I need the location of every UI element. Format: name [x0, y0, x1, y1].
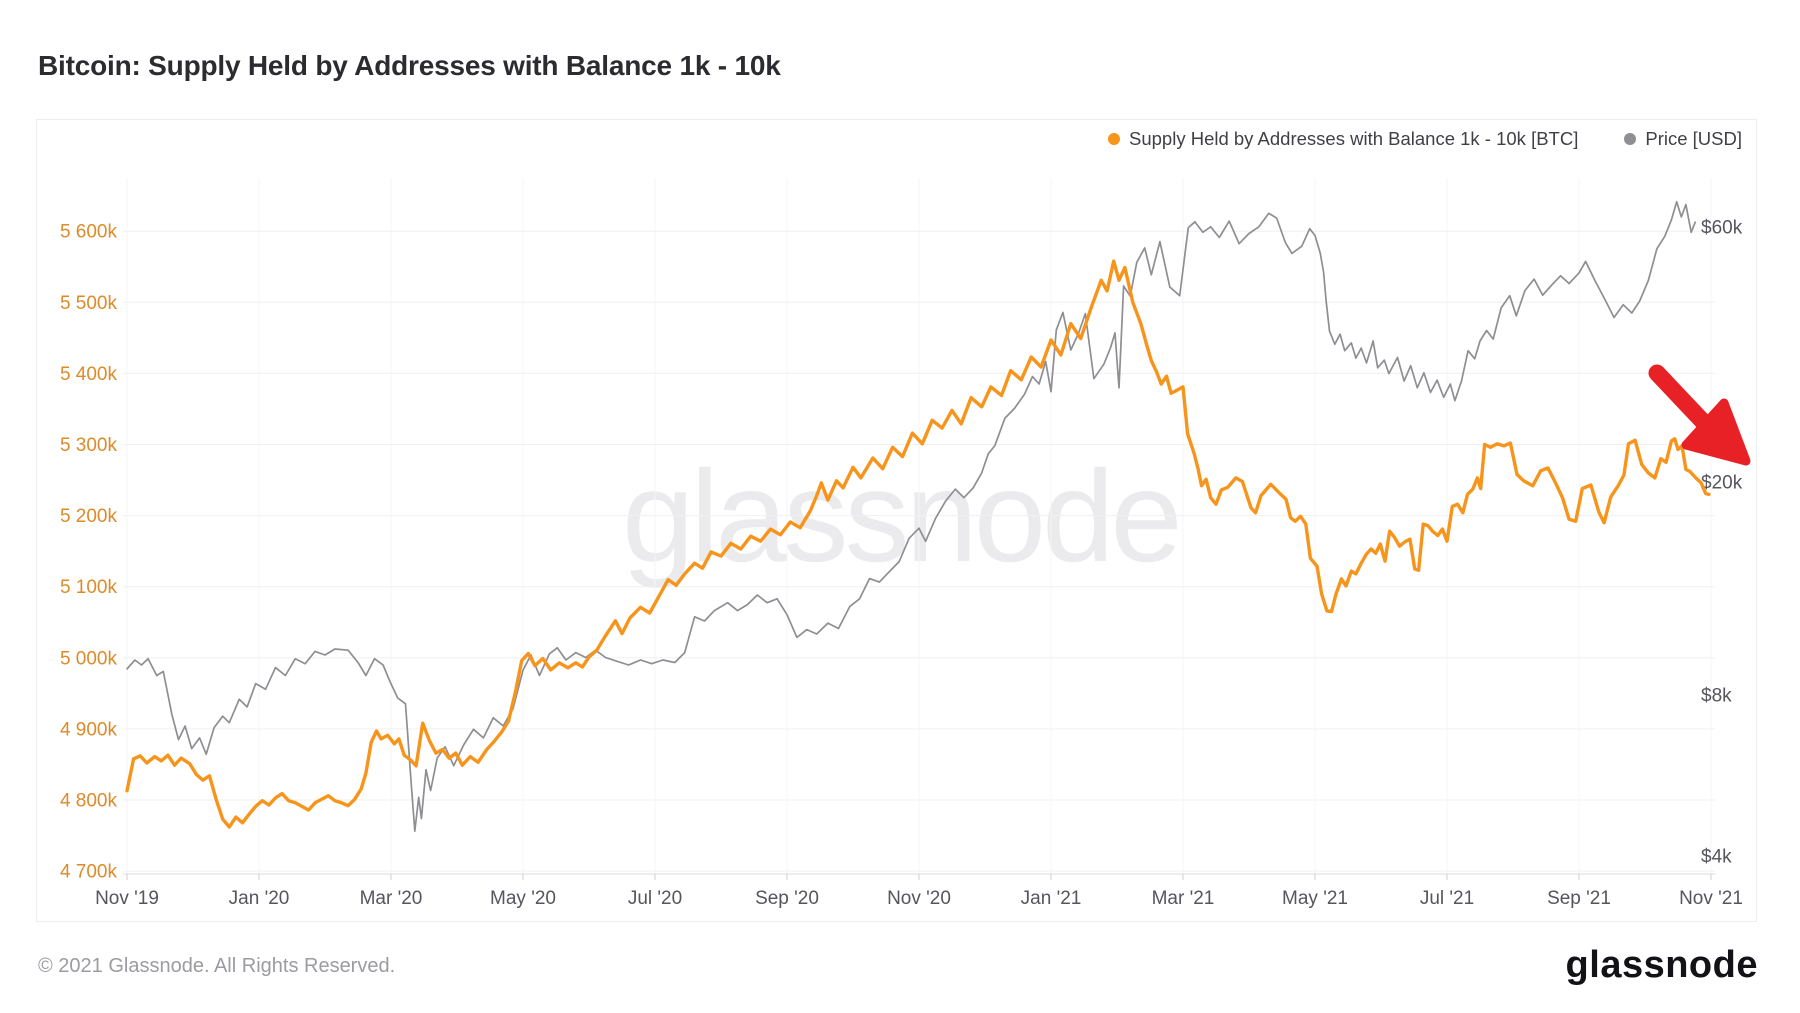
y-left-tick-label: 4 900k — [60, 719, 118, 740]
x-axis-tick-label: May '21 — [1282, 888, 1348, 909]
glassnode-logo: glassnode — [1565, 944, 1758, 986]
y-right-tick-label: $60k — [1701, 217, 1743, 238]
chart-legend: Supply Held by Addresses with Balance 1k… — [1108, 128, 1742, 150]
y-right-tick-label: $4k — [1701, 847, 1732, 868]
x-axis-tick-label: Nov '21 — [1679, 888, 1743, 909]
x-axis-tick-label: Jan '20 — [229, 888, 290, 909]
red-arrow-shaft — [1648, 364, 1718, 437]
x-axis-tick-label: Sep '20 — [755, 888, 819, 909]
y-left-tick-label: 5 000k — [60, 648, 118, 669]
x-axis-tick-label: Jul '21 — [1420, 888, 1474, 909]
x-axis-tick-label: Mar '21 — [1152, 888, 1215, 909]
x-axis-tick-label: Jan '21 — [1021, 888, 1082, 909]
y-left-tick-label: 5 300k — [60, 435, 118, 456]
y-left-tick-label: 4 800k — [60, 791, 118, 812]
x-axis-tick-label: Nov '19 — [95, 888, 159, 909]
copyright-text: © 2021 Glassnode. All Rights Reserved. — [38, 955, 396, 977]
y-left-tick-label: 5 500k — [60, 293, 118, 314]
legend-item-supply[interactable]: Supply Held by Addresses with Balance 1k… — [1108, 128, 1578, 150]
red-arrow-head-icon — [1681, 398, 1751, 466]
y-right-tick-label: $8k — [1701, 685, 1732, 706]
x-axis-tick-label: Sep '21 — [1547, 888, 1611, 909]
y-left-tick-label: 5 600k — [60, 222, 118, 243]
legend-item-label: Price [USD] — [1645, 128, 1742, 149]
x-axis-tick-label: Jul '20 — [628, 888, 682, 909]
legend-item-label: Supply Held by Addresses with Balance 1k… — [1129, 128, 1579, 149]
y-left-tick-label: 5 200k — [60, 506, 118, 527]
page-title: Bitcoin: Supply Held by Addresses with B… — [38, 50, 781, 81]
supply-series-dot-icon — [1108, 133, 1120, 145]
chart-plot-area[interactable]: 5 600k 5 500k 5 400k 5 300k 5 200k 5 100k 5 00… — [37, 120, 1758, 923]
x-axis-tick-label: Nov '20 — [887, 888, 951, 909]
price-line — [126, 200, 1697, 833]
x-axis-tick-label: May '20 — [490, 888, 556, 909]
legend-item-price[interactable]: Price [USD] — [1624, 128, 1742, 150]
supply-line — [125, 259, 1711, 829]
x-axis-tick-label: Mar '20 — [360, 888, 423, 909]
y-left-tick-label: 5 400k — [60, 364, 118, 385]
y-right-tick-label: $20k — [1701, 473, 1743, 494]
y-left-tick-label: 5 100k — [60, 577, 118, 598]
y-left-tick-label: 4 700k — [60, 862, 118, 883]
chart-card: glassnode 5 600k 5 500k 5 400k 5 300k 5 200k… — [36, 119, 1757, 922]
price-series-dot-icon — [1624, 133, 1637, 145]
